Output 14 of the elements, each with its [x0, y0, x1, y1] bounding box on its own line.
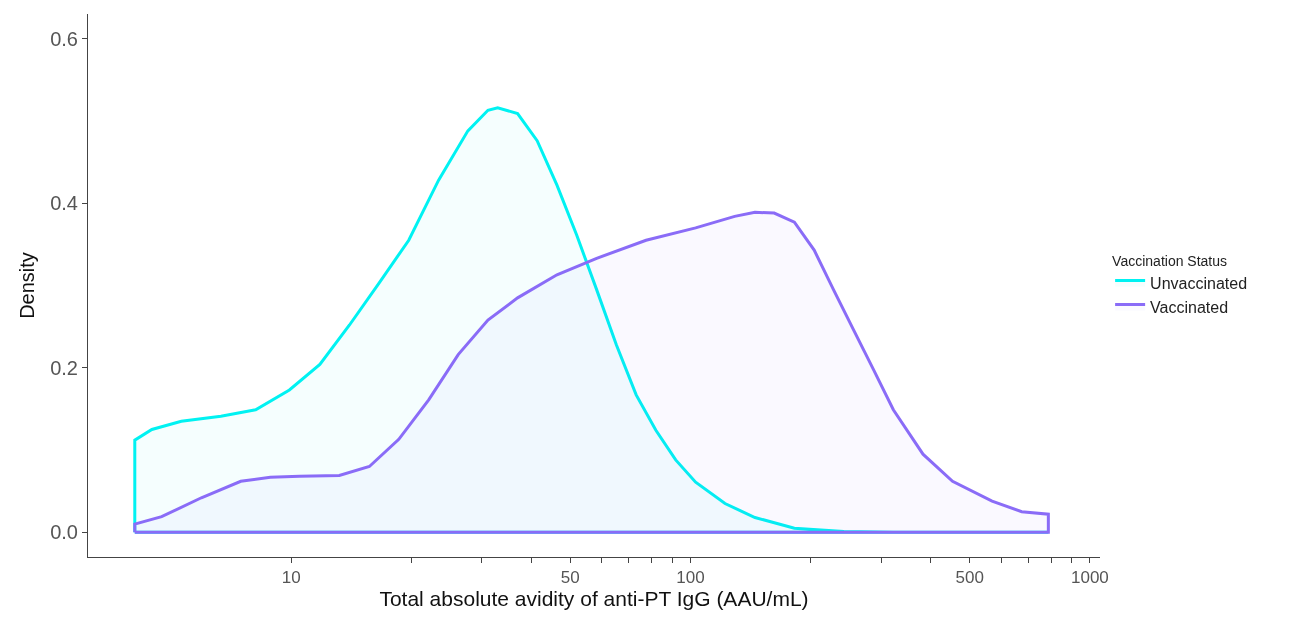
legend-title: Vaccination Status — [1112, 252, 1228, 269]
y-tick-label: 0.2 — [50, 356, 78, 379]
y-tick-label: 0.0 — [50, 521, 78, 544]
y-tick-label: 0.6 — [50, 27, 78, 50]
x-tick-label: 10 — [281, 568, 301, 588]
x-tick-label: 50 — [560, 568, 580, 588]
x-axis-title: Total absolute avidity of anti-PT IgG (AAU/mL) — [379, 587, 809, 611]
legend-label: Vaccinated — [1150, 298, 1229, 316]
x-tick-label: 500 — [955, 568, 984, 588]
y-tick-label: 0.4 — [50, 192, 78, 215]
legend-label: Unvaccinated — [1150, 274, 1248, 292]
y-axis-title: Density — [15, 252, 38, 319]
x-tick-label: 100 — [676, 568, 705, 588]
x-tick-label: 1000 — [1070, 568, 1109, 588]
